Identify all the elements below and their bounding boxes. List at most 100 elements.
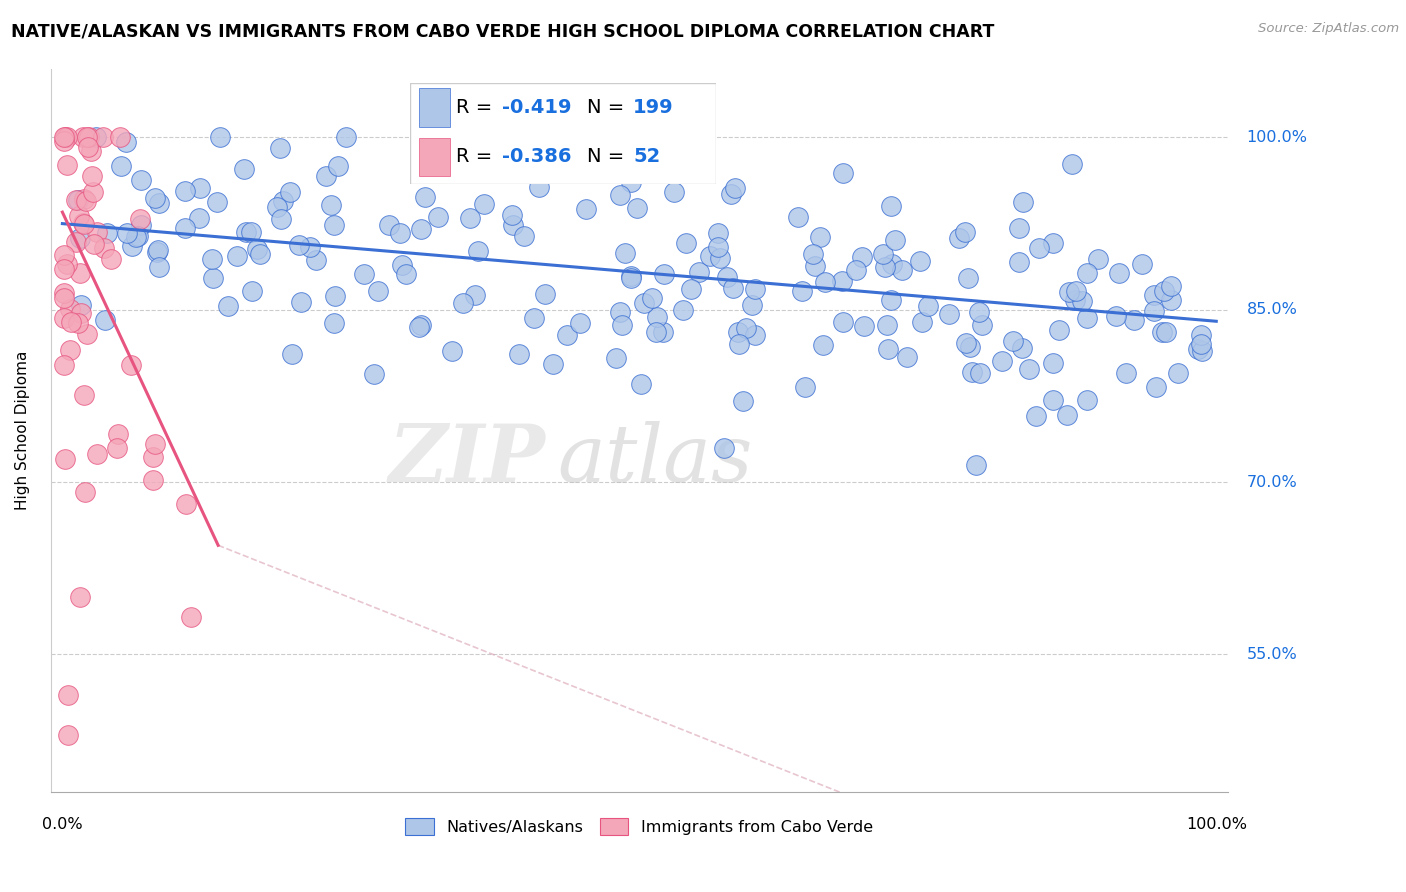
- Point: [733, 394, 755, 409]
- Point: [409, 222, 432, 236]
- Point: [1064, 284, 1087, 298]
- Point: [804, 259, 827, 273]
- Point: [127, 229, 149, 244]
- Point: [1152, 325, 1174, 339]
- Point: [56, 688, 79, 702]
- Point: [273, 194, 295, 209]
- Point: [322, 218, 344, 232]
- Point: [508, 347, 530, 361]
- Point: [853, 319, 876, 334]
- Point: [896, 351, 918, 365]
- Point: [100, 252, 122, 266]
- Point: [217, 299, 239, 313]
- Point: [408, 320, 430, 334]
- Point: [744, 282, 766, 296]
- Point: [565, 130, 588, 145]
- Point: [1060, 157, 1083, 171]
- Point: [70, 306, 93, 320]
- Point: [877, 342, 900, 356]
- Text: 70.0%: 70.0%: [1247, 475, 1298, 490]
- Point: [105, 441, 128, 455]
- Point: [464, 288, 486, 302]
- Point: [83, 237, 105, 252]
- Point: [115, 227, 138, 241]
- Point: [880, 198, 903, 212]
- Point: [128, 211, 150, 226]
- Point: [1153, 285, 1175, 299]
- Point: [555, 327, 578, 342]
- Point: [713, 441, 735, 455]
- Point: [280, 347, 302, 361]
- Point: [69, 231, 91, 245]
- Point: [1160, 293, 1182, 308]
- Point: [664, 130, 686, 145]
- Point: [472, 196, 495, 211]
- Point: [917, 300, 939, 314]
- Point: [395, 267, 418, 281]
- Point: [73, 192, 96, 206]
- Point: [53, 358, 76, 372]
- Point: [80, 169, 103, 183]
- Point: [969, 366, 991, 380]
- Point: [55, 130, 77, 145]
- Text: NATIVE/ALASKAN VS IMMIGRANTS FROM CABO VERDE HIGH SCHOOL DIPLOMA CORRELATION CHA: NATIVE/ALASKAN VS IMMIGRANTS FROM CABO V…: [11, 22, 994, 40]
- Point: [957, 271, 980, 285]
- Point: [323, 316, 346, 330]
- Text: 0.0%: 0.0%: [42, 817, 83, 832]
- Point: [188, 211, 211, 225]
- Point: [53, 292, 76, 306]
- Point: [1167, 366, 1189, 380]
- Point: [201, 271, 224, 285]
- Point: [440, 343, 463, 358]
- Point: [180, 609, 202, 624]
- Point: [76, 130, 98, 145]
- Point: [52, 261, 75, 276]
- Point: [523, 310, 546, 325]
- Point: [59, 315, 82, 329]
- Text: 100.0%: 100.0%: [1185, 817, 1247, 832]
- Point: [790, 285, 813, 299]
- Point: [93, 130, 115, 145]
- Point: [794, 380, 817, 394]
- Point: [527, 180, 550, 194]
- Point: [86, 225, 108, 239]
- Point: [720, 187, 742, 202]
- Point: [609, 305, 631, 319]
- Point: [110, 159, 132, 173]
- Point: [240, 225, 263, 239]
- Point: [1144, 380, 1167, 394]
- Point: [174, 497, 197, 511]
- Point: [353, 267, 375, 281]
- Point: [66, 316, 89, 330]
- Point: [620, 271, 643, 285]
- Point: [56, 130, 79, 145]
- Point: [1008, 220, 1031, 235]
- Point: [69, 298, 91, 312]
- Text: 85.0%: 85.0%: [1247, 302, 1298, 318]
- Point: [55, 452, 77, 467]
- Point: [959, 339, 981, 353]
- Point: [880, 257, 903, 271]
- Point: [831, 274, 853, 288]
- Point: [208, 130, 231, 145]
- Point: [1143, 304, 1166, 318]
- Point: [409, 318, 432, 332]
- Point: [84, 130, 107, 145]
- Point: [142, 473, 165, 487]
- Point: [541, 357, 564, 371]
- Legend: Natives/Alaskans, Immigrants from Cabo Verde: Natives/Alaskans, Immigrants from Cabo V…: [405, 818, 873, 835]
- Point: [55, 158, 77, 172]
- Point: [458, 211, 481, 226]
- Point: [502, 218, 524, 232]
- Point: [278, 185, 301, 199]
- Point: [93, 241, 115, 255]
- Point: [675, 235, 697, 250]
- Point: [235, 225, 257, 239]
- Point: [73, 484, 96, 499]
- Point: [955, 336, 977, 351]
- Point: [875, 260, 897, 274]
- Point: [641, 291, 664, 305]
- Point: [391, 258, 413, 272]
- Point: [811, 338, 834, 352]
- Point: [69, 266, 91, 280]
